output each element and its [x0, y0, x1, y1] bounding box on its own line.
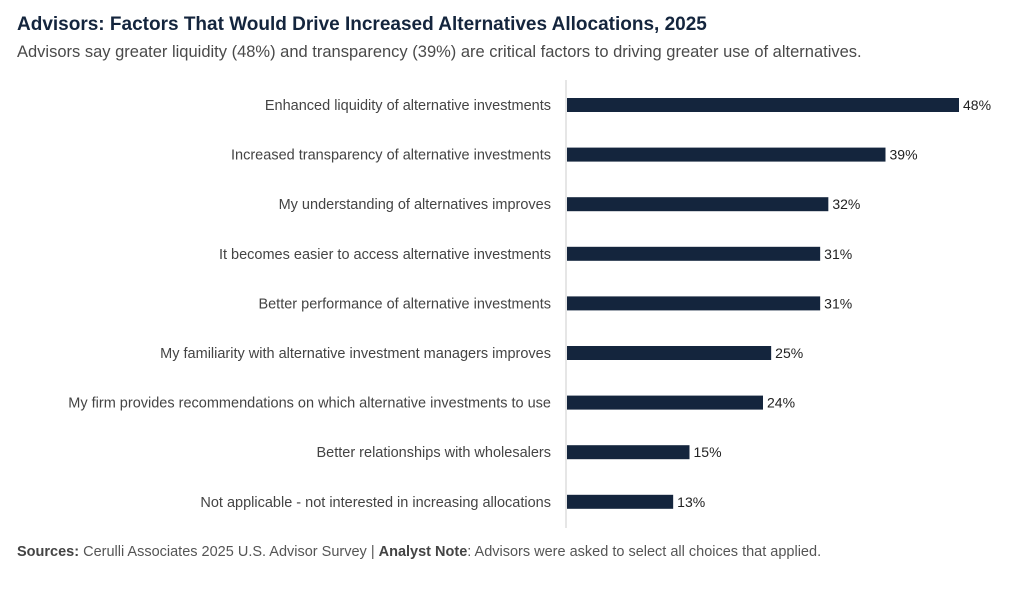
sources-text: Cerulli Associates 2025 U.S. Advisor Sur… [83, 544, 367, 560]
bar [567, 395, 763, 410]
category-label: Not applicable - not interested in incre… [200, 495, 551, 511]
footer-separator: | [370, 544, 375, 560]
value-label: 24% [767, 395, 795, 411]
category-label: Better relationships with wholesalers [316, 445, 551, 461]
chart-subtitle: Advisors say greater liquidity (48%) and… [17, 43, 862, 61]
value-label: 25% [775, 345, 803, 361]
sources-label: Sources: [17, 544, 80, 560]
bar [567, 494, 674, 509]
category-label: Enhanced liquidity of alternative invest… [265, 98, 551, 114]
bar [567, 445, 690, 460]
value-label: 31% [824, 246, 852, 262]
bar [567, 147, 886, 162]
value-label: 32% [832, 196, 860, 212]
value-label: 13% [677, 494, 705, 510]
category-label: My firm provides recommendations on whic… [68, 396, 551, 412]
value-label: 15% [694, 444, 722, 460]
category-label: My familiarity with alternative investme… [160, 346, 551, 362]
value-label: 48% [963, 97, 991, 113]
bar [567, 246, 821, 261]
chart-footer: Sources: Cerulli Associates 2025 U.S. Ad… [17, 544, 821, 560]
chart-title: Advisors: Factors That Would Drive Incre… [17, 14, 707, 35]
bars-group: Enhanced liquidity of alternative invest… [68, 97, 991, 511]
value-label: 31% [824, 295, 852, 311]
category-label: Increased transparency of alternative in… [231, 148, 551, 164]
bar [567, 346, 772, 360]
analyst-note-text: : Advisors were asked to select all choi… [467, 544, 822, 560]
bar [567, 197, 829, 212]
category-label: Better performance of alternative invest… [258, 296, 551, 312]
bar-chart: Enhanced liquidity of alternative invest… [68, 80, 991, 528]
bar [567, 296, 821, 311]
category-label: It becomes easier to access alternative … [219, 247, 551, 263]
analyst-note-label: Analyst Note [378, 544, 468, 560]
value-label: 39% [890, 147, 918, 163]
bar [567, 98, 959, 112]
category-label: My understanding of alternatives improve… [279, 197, 551, 213]
